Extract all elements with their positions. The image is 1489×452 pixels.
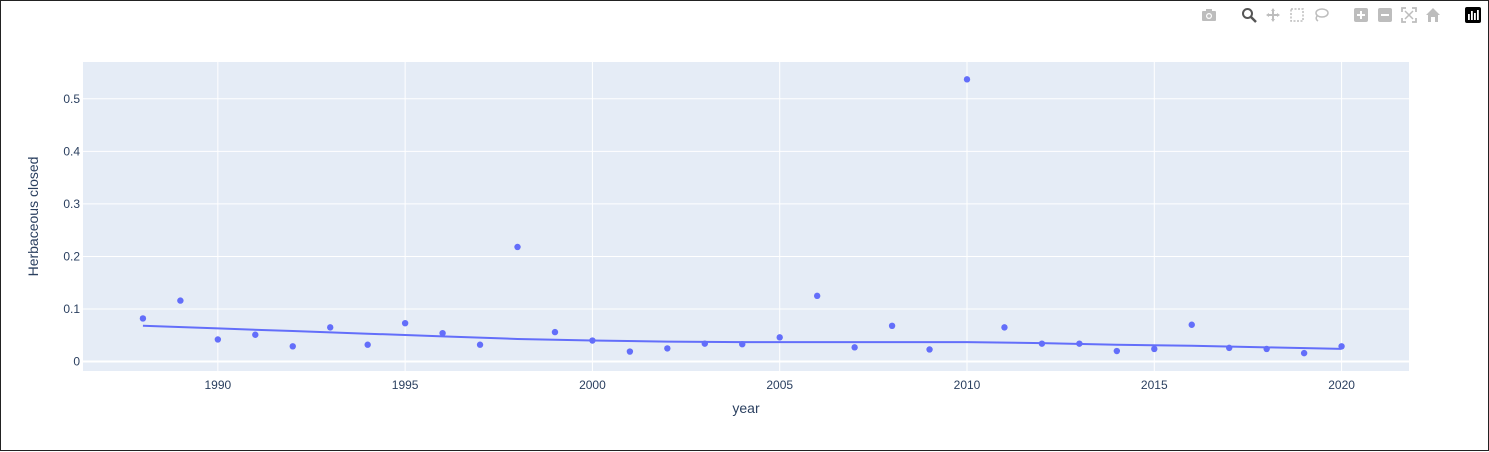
data-point[interactable] — [851, 344, 858, 351]
data-point[interactable] — [1038, 340, 1046, 347]
x-tick-label: 2010 — [954, 378, 981, 392]
data-point[interactable] — [139, 315, 147, 322]
y-tick-label: 0.1 — [63, 302, 80, 316]
x-tick-label: 1990 — [204, 378, 231, 392]
zoom-icon[interactable] — [1240, 6, 1258, 24]
data-point[interactable] — [1151, 345, 1158, 353]
data-point[interactable] — [1001, 324, 1008, 331]
x-tick-label: 2005 — [766, 378, 793, 392]
data-point[interactable] — [177, 297, 184, 304]
reset-axes-icon[interactable] — [1424, 6, 1442, 24]
data-point[interactable] — [1076, 340, 1083, 347]
data-point[interactable] — [1300, 349, 1308, 357]
y-tick-label: 0.5 — [63, 92, 80, 106]
x-tick-labels: 1990 1995 2000 2005 2010 2015 2020 — [204, 378, 1355, 392]
x-gridlines — [217, 62, 1343, 371]
data-point[interactable] — [401, 319, 409, 327]
zoom-out-icon[interactable] — [1376, 6, 1394, 24]
y-gridlines — [83, 98, 1409, 363]
data-point[interactable] — [1226, 344, 1233, 352]
data-point[interactable] — [289, 343, 296, 350]
data-points — [139, 76, 1345, 357]
data-point[interactable] — [813, 292, 821, 300]
data-point[interactable] — [252, 331, 259, 338]
y-tick-label: 0.4 — [63, 144, 80, 158]
y-axis-title: Herbaceous closed — [25, 157, 41, 277]
x-tick-label: 2015 — [1141, 378, 1168, 392]
y-tick-labels: 0 0.1 0.2 0.3 0.4 0.5 — [63, 92, 80, 369]
x-tick-label: 2020 — [1328, 378, 1355, 392]
data-point[interactable] — [626, 348, 634, 355]
pan-icon[interactable] — [1264, 6, 1282, 24]
x-axis-title: year — [732, 400, 760, 416]
data-point[interactable] — [514, 243, 521, 251]
data-point[interactable] — [664, 345, 671, 352]
data-point[interactable] — [888, 322, 896, 330]
data-point[interactable] — [739, 340, 746, 348]
data-point[interactable] — [1338, 343, 1345, 350]
data-point[interactable] — [327, 324, 334, 331]
lasso-select-icon[interactable] — [1312, 6, 1330, 24]
x-tick-label: 1995 — [392, 378, 419, 392]
data-point[interactable] — [1113, 347, 1121, 355]
data-point[interactable] — [1188, 321, 1195, 328]
data-point[interactable] — [963, 76, 971, 83]
data-point[interactable] — [926, 346, 933, 353]
zoom-in-icon[interactable] — [1352, 6, 1370, 24]
data-point[interactable] — [551, 328, 559, 336]
camera-icon[interactable] — [1200, 6, 1218, 24]
data-point[interactable] — [701, 340, 708, 347]
plotly-logo-icon[interactable] — [1464, 6, 1482, 24]
data-point[interactable] — [476, 341, 484, 348]
y-tick-label: 0.3 — [63, 197, 80, 211]
plot-area[interactable] — [83, 62, 1409, 371]
box-select-icon[interactable] — [1288, 6, 1306, 24]
data-point[interactable] — [214, 336, 222, 343]
y-tick-label: 0.2 — [63, 249, 80, 263]
data-point[interactable] — [776, 334, 783, 341]
modebar — [1200, 5, 1482, 25]
data-point[interactable] — [364, 341, 371, 348]
x-tick-label: 2000 — [579, 378, 606, 392]
data-point[interactable] — [1263, 345, 1270, 353]
y-tick-label: 0 — [73, 355, 80, 369]
autoscale-icon[interactable] — [1400, 6, 1418, 24]
data-point[interactable] — [589, 337, 596, 344]
data-point[interactable] — [439, 329, 446, 337]
